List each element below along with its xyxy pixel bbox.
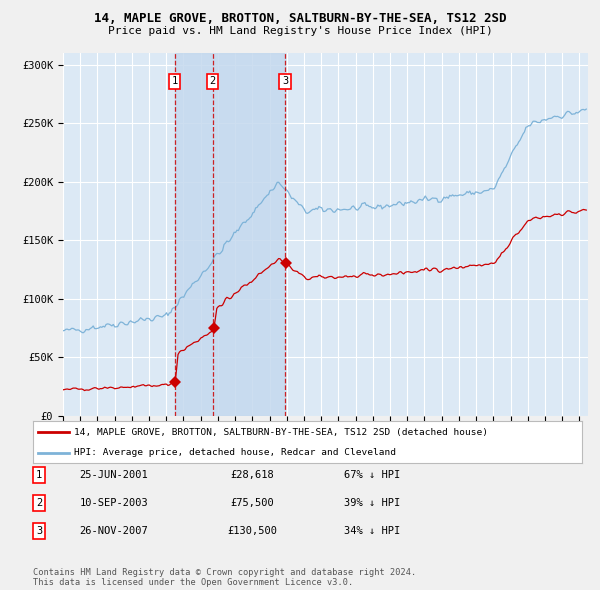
Text: 2: 2 [36, 498, 42, 507]
Text: 2: 2 [209, 76, 216, 86]
Text: £28,618: £28,618 [230, 470, 274, 480]
Text: HPI: Average price, detached house, Redcar and Cleveland: HPI: Average price, detached house, Redc… [74, 448, 396, 457]
Text: £130,500: £130,500 [227, 526, 277, 536]
Text: 1: 1 [36, 470, 42, 480]
Text: 1: 1 [172, 76, 178, 86]
Text: 26-NOV-2007: 26-NOV-2007 [80, 526, 148, 536]
Text: 10-SEP-2003: 10-SEP-2003 [80, 498, 148, 507]
Text: Price paid vs. HM Land Registry's House Price Index (HPI): Price paid vs. HM Land Registry's House … [107, 26, 493, 35]
Text: 14, MAPLE GROVE, BROTTON, SALTBURN-BY-THE-SEA, TS12 2SD (detached house): 14, MAPLE GROVE, BROTTON, SALTBURN-BY-TH… [74, 428, 488, 437]
Text: 39% ↓ HPI: 39% ↓ HPI [344, 498, 400, 507]
Text: 3: 3 [36, 526, 42, 536]
Text: Contains HM Land Registry data © Crown copyright and database right 2024.
This d: Contains HM Land Registry data © Crown c… [33, 568, 416, 587]
Text: 3: 3 [282, 76, 288, 86]
Text: 34% ↓ HPI: 34% ↓ HPI [344, 526, 400, 536]
Text: 67% ↓ HPI: 67% ↓ HPI [344, 470, 400, 480]
Bar [175, 53, 285, 416]
Text: £75,500: £75,500 [230, 498, 274, 507]
Text: 25-JUN-2001: 25-JUN-2001 [80, 470, 148, 480]
Text: 14, MAPLE GROVE, BROTTON, SALTBURN-BY-THE-SEA, TS12 2SD: 14, MAPLE GROVE, BROTTON, SALTBURN-BY-TH… [94, 12, 506, 25]
